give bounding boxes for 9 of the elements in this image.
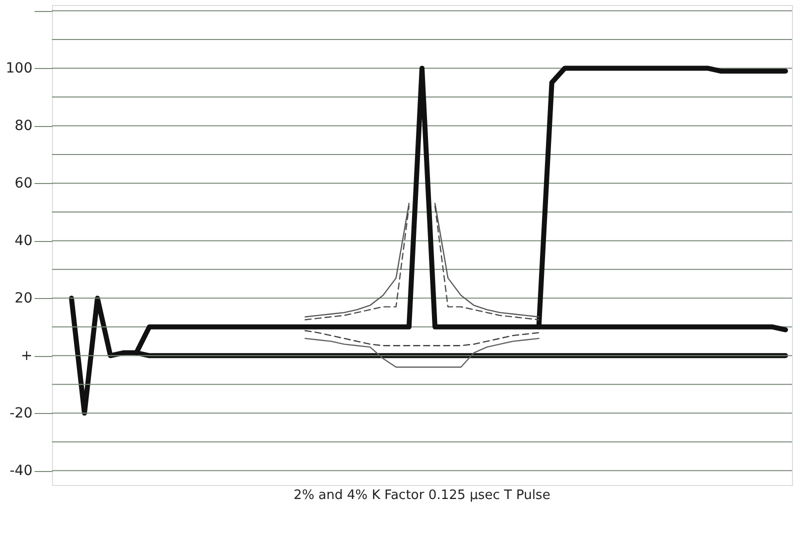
y-tick-label: 60: [14, 176, 32, 192]
y-tick-label: 100: [6, 60, 32, 77]
y-tick-label: 40: [14, 233, 32, 250]
y-tick-label: -20: [10, 406, 32, 422]
y-tick-label: 20: [14, 290, 32, 307]
y-tick-label: -40: [10, 463, 32, 480]
y-tick-label: 80: [14, 118, 32, 134]
y-tick-label: +: [20, 348, 32, 364]
text: 2% and 4% K Factor 0.125 µsec T Pulse: [294, 488, 550, 503]
